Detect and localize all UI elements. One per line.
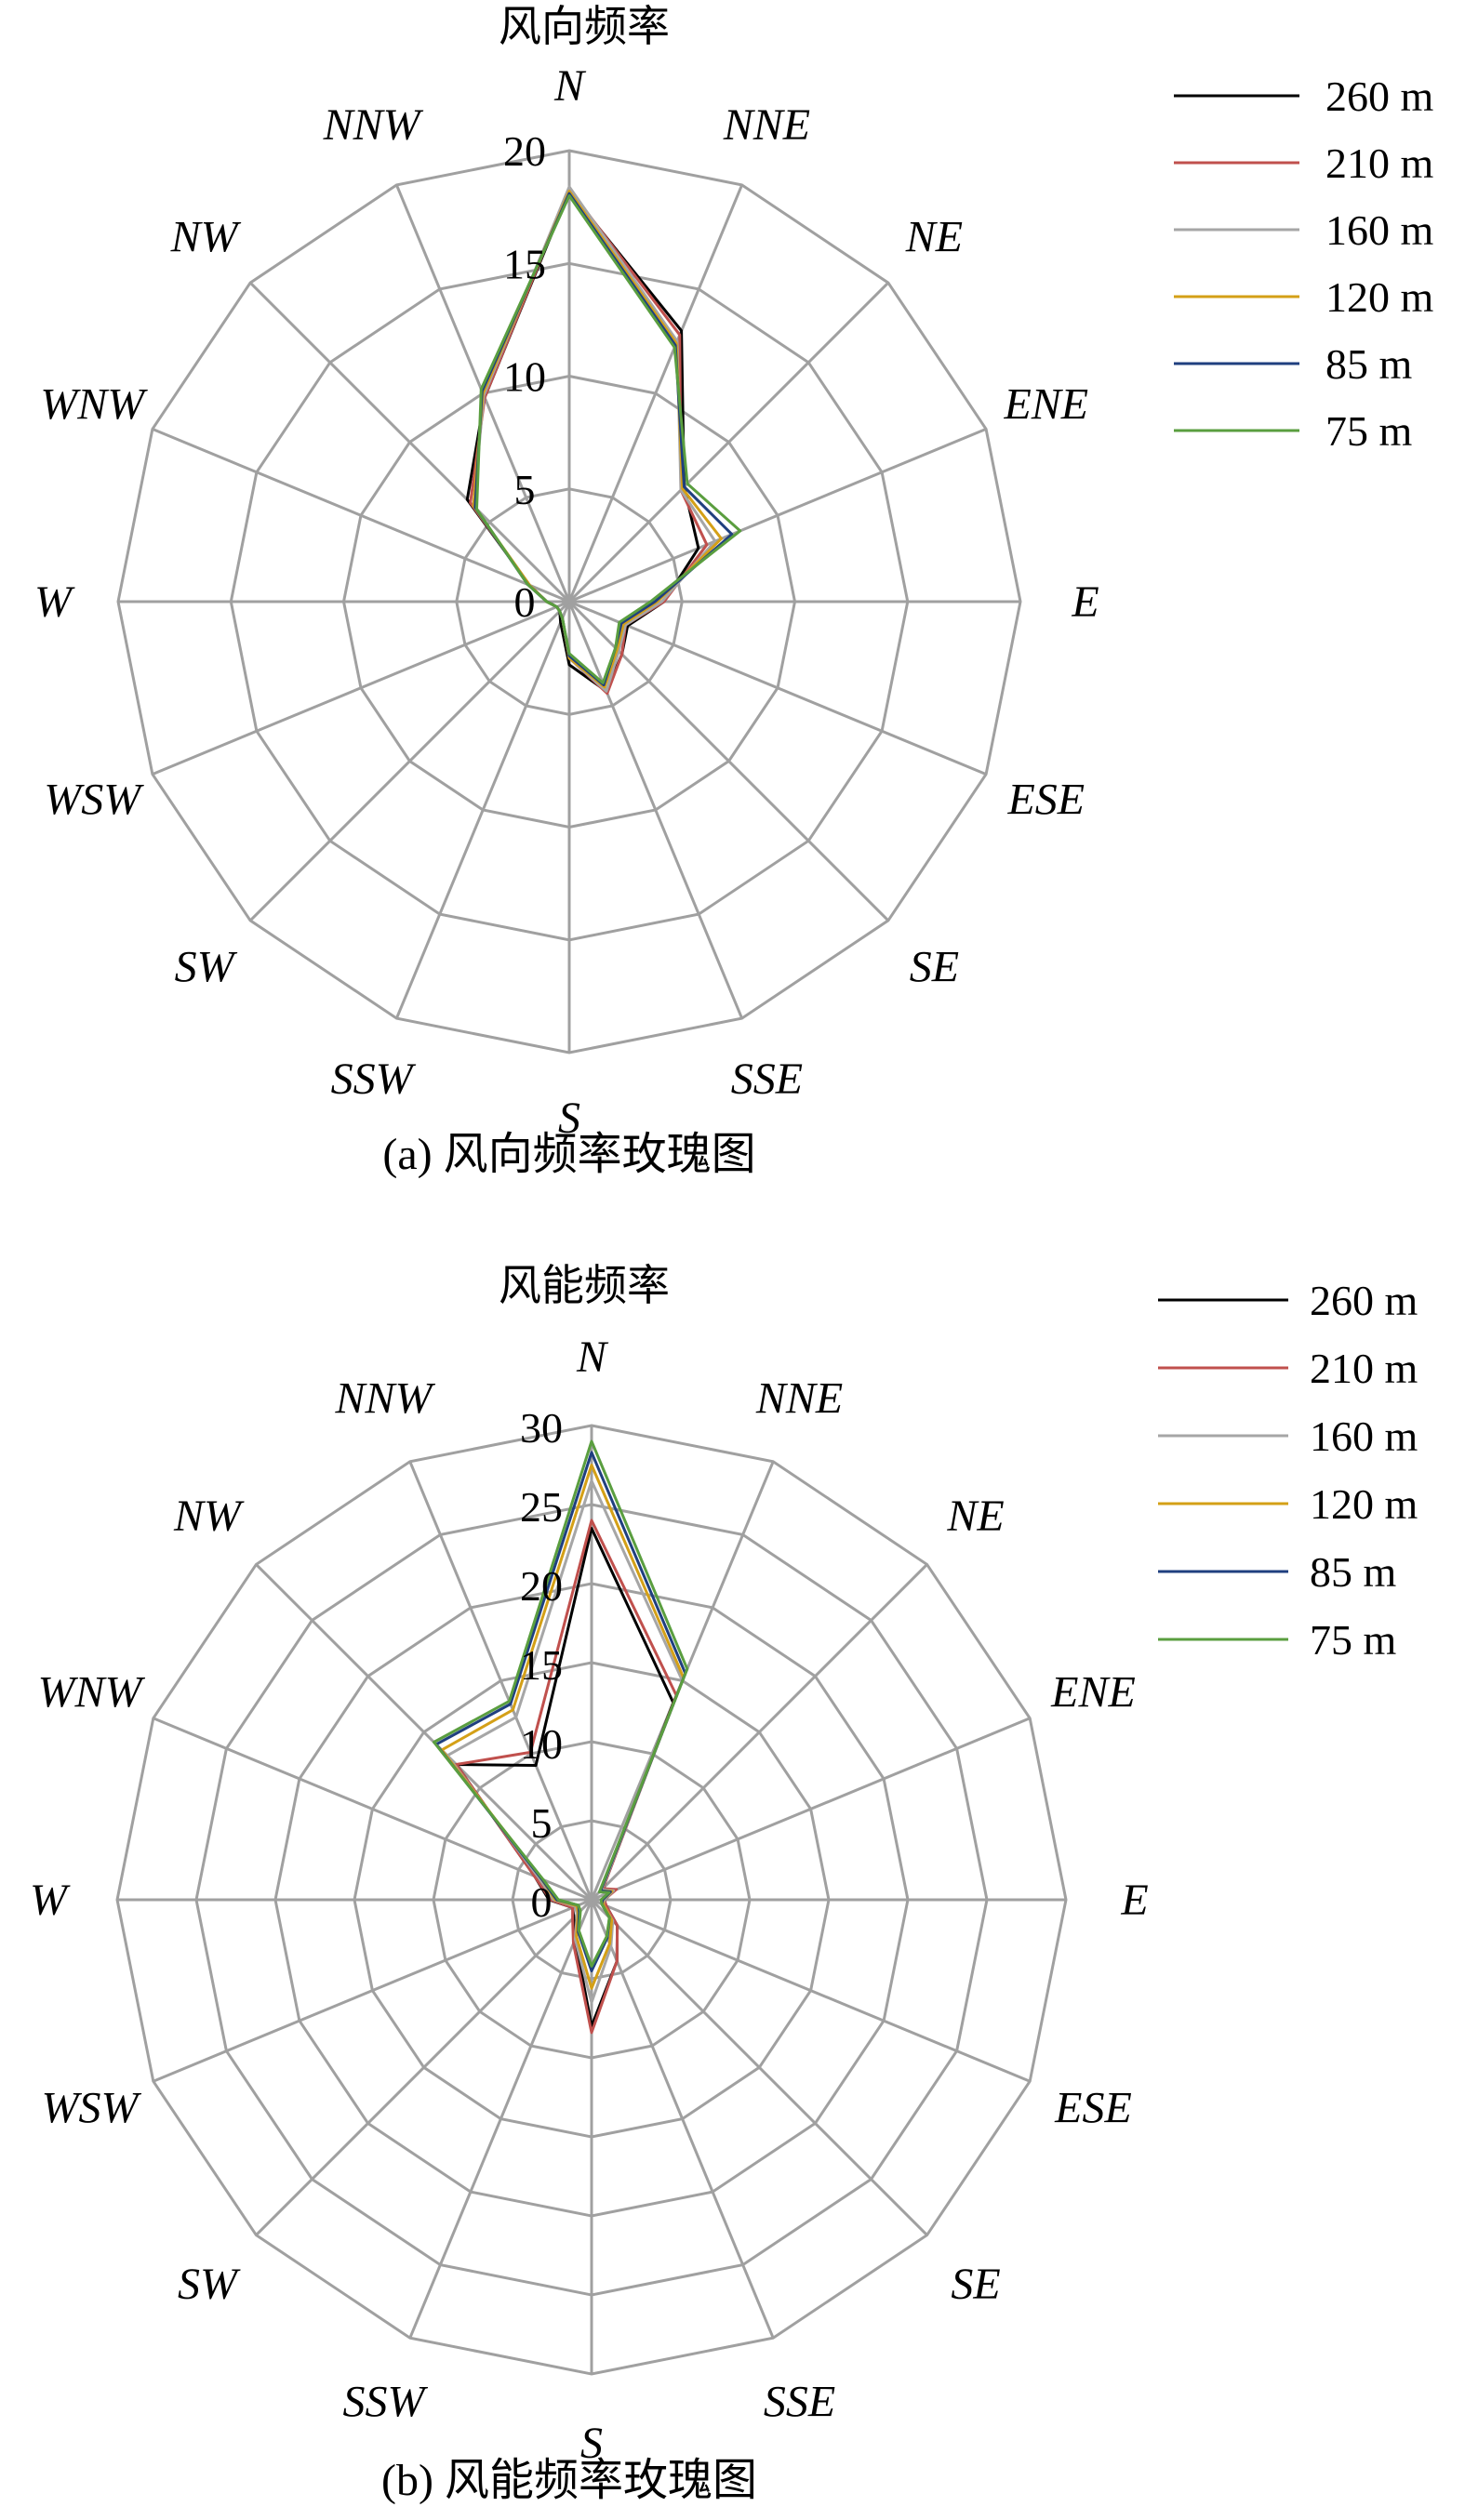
direction-label-SE: SE [951,2260,1000,2309]
spoke-WSW [153,1898,593,2083]
figure-caption: (a) 风向频率玫瑰图 [382,1130,755,1179]
tick-label: 10 [503,353,546,401]
direction-label-NNE: NNE [723,100,810,150]
spoke-SSE [567,601,743,1019]
direction-label-W: W [34,577,75,627]
spoke-NE [567,282,889,603]
direction-label-NW: NW [170,213,242,262]
direction-label-SSE: SSE [764,2378,835,2427]
direction-label-WSW: WSW [42,2084,142,2133]
direction-label-ENE: ENE [1003,380,1088,430]
direction-label-SW: SW [175,942,238,991]
spoke-ENE [591,1717,1031,1902]
spoke-SSE [590,1899,775,2339]
direction-label-ESE: ESE [1006,775,1085,824]
direction-label-W: W [30,1876,71,1925]
spoke-SSW [408,1899,593,2339]
legend-label: 210 m [1310,1345,1418,1392]
direction-label-ESE: ESE [1054,2084,1132,2133]
tick-label: 20 [520,1562,563,1610]
legend-label: 160 m [1325,206,1434,254]
direction-label-S: S [558,1094,580,1143]
tick-label: 10 [520,1720,563,1768]
tick-label: 0 [531,1878,553,1926]
spoke-WNW [153,1717,593,1902]
tick-label: 15 [503,240,546,287]
direction-label-ENE: ENE [1050,1668,1136,1718]
legend-label: 75 m [1310,1616,1397,1664]
spoke-ESE [591,1898,1031,2083]
spoke-NNE [567,184,743,603]
direction-label-NW: NW [173,1492,245,1541]
legend-label: 160 m [1310,1413,1418,1460]
direction-label-WNW: WNW [40,380,148,430]
spoke-NW [255,1563,593,1902]
spoke-SW [255,1898,593,2236]
direction-label-SSE: SSE [731,1054,803,1104]
direction-label-WNW: WNW [38,1668,146,1718]
direction-label-N: N [576,1333,609,1382]
direction-label-NE: NE [905,213,963,262]
series-line-75m [475,194,742,684]
figure-caption: (b) 风能频率玫瑰图 [381,2456,757,2505]
tick-label: 25 [520,1483,563,1531]
legend-label: 260 m [1310,1277,1418,1324]
direction-label-S: S [580,2419,603,2468]
tick-label: 15 [520,1641,563,1689]
spoke-NNW [408,1461,593,1901]
legend-label: 120 m [1325,273,1434,321]
wind-direction-frequency-rose: 0 5 10 15 20N NNE NE ENE E ESE SE SSE S SSW SW WSW W WNW N… [34,1,1433,1179]
spoke-WNW [152,428,570,603]
tick-label: 20 [503,127,546,175]
legend-label: 210 m [1325,139,1434,187]
tick-label: 5 [514,466,536,513]
spoke-WSW [152,600,570,776]
direction-label-SSW: SSW [331,1054,417,1104]
spoke-ENE [568,428,987,603]
spoke-NW [249,282,571,603]
tick-label: 30 [520,1404,563,1452]
direction-label-N: N [553,61,587,111]
series-line-75m [433,1439,689,1968]
spoke-SW [249,600,571,922]
legend: 260 m 210 m 160 m 120 m 85 m 75 m [1158,1277,1418,1664]
direction-label-NNW: NNW [323,100,424,150]
direction-label-NNE: NNE [755,1374,843,1424]
legend: 260 m 210 m 160 m 120 m 85 m 75 m [1174,73,1434,455]
spoke-SE [590,1898,928,2236]
direction-label-NE: NE [946,1492,1004,1541]
wind-energy-frequency-rose: 0 5 10 15 20 25 30 N NNE NE ENE E ESE SE SSE S SSW SW WSW W… [30,1260,1418,2505]
direction-label-SE: SE [910,942,959,991]
chart-title: 风能频率 [499,1260,670,1310]
legend-label: 75 m [1325,407,1413,455]
spoke-SSW [395,601,571,1019]
direction-label-E: E [1120,1876,1148,1925]
tick-label: 5 [531,1799,553,1847]
legend-label: 85 m [1325,340,1413,388]
direction-label-NNW: NNW [334,1374,435,1424]
legend-label: 120 m [1310,1480,1418,1528]
direction-label-SW: SW [178,2260,241,2309]
legend-label: 260 m [1325,73,1434,120]
direction-label-WSW: WSW [44,775,144,824]
direction-label-SSW: SSW [343,2378,429,2427]
spoke-NE [590,1563,928,1902]
chart-title: 风向频率 [499,1,670,51]
legend-label: 85 m [1310,1548,1397,1596]
spoke-ESE [568,600,987,776]
direction-label-E: E [1071,577,1099,627]
tick-label: 0 [514,578,536,626]
